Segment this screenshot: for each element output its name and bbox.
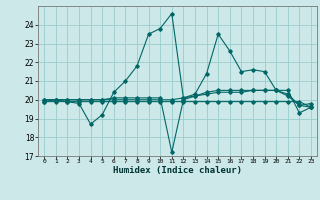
X-axis label: Humidex (Indice chaleur): Humidex (Indice chaleur) (113, 166, 242, 175)
